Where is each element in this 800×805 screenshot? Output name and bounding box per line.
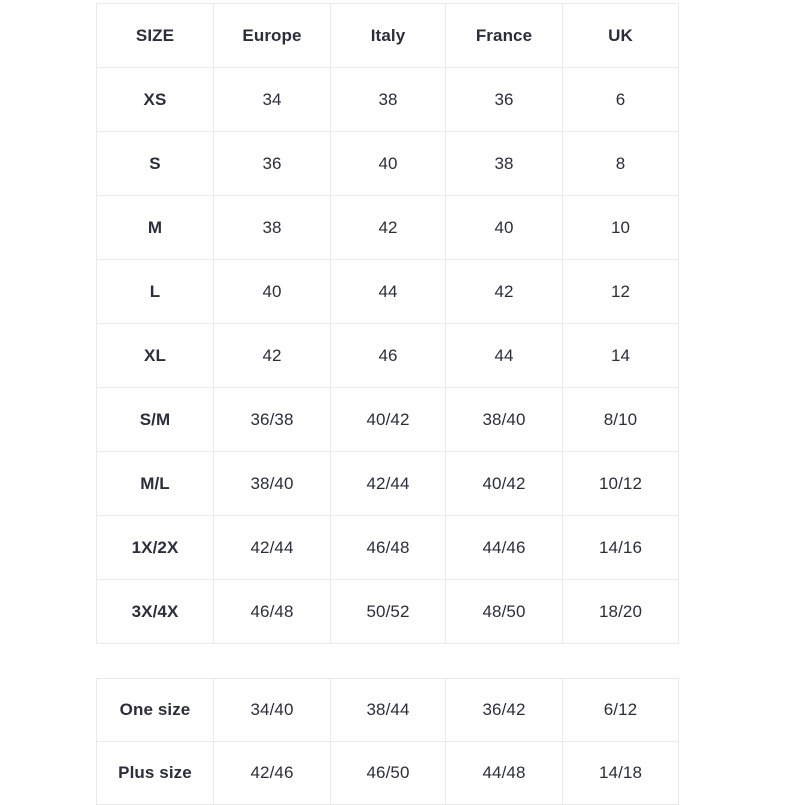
cell-italy: 46 [330,323,446,388]
column-header-size: SIZE [96,3,214,68]
cell-italy: 38 [330,67,446,132]
table-row: L 40 44 42 12 [96,259,679,324]
cell-uk: 10/12 [562,451,679,516]
cell-europe: 46/48 [213,579,331,644]
row-label: M [96,195,214,260]
row-label: XL [96,323,214,388]
cell-uk: 18/20 [562,579,679,644]
table-row: 1X/2X 42/44 46/48 44/46 14/16 [96,515,679,580]
table-row: M/L 38/40 42/44 40/42 10/12 [96,451,679,516]
row-label: XS [96,67,214,132]
row-label: L [96,259,214,324]
cell-italy: 44 [330,259,446,324]
cell-france: 44/46 [445,515,563,580]
cell-italy: 42/44 [330,451,446,516]
cell-france: 38 [445,131,563,196]
flexible-size-table: One size 34/40 38/44 36/42 6/12 Plus siz… [96,678,679,805]
row-label: S [96,131,214,196]
cell-france: 36 [445,67,563,132]
table-row: XS 34 38 36 6 [96,67,679,132]
standard-size-table: SIZE Europe Italy France UK XS 34 38 36 … [96,3,679,644]
cell-france: 44 [445,323,563,388]
table-row: S 36 40 38 8 [96,131,679,196]
table-header-row: SIZE Europe Italy France UK [96,3,679,68]
cell-france: 40/42 [445,451,563,516]
cell-france: 40 [445,195,563,260]
cell-uk: 12 [562,259,679,324]
cell-italy: 50/52 [330,579,446,644]
table-row: 3X/4X 46/48 50/52 48/50 18/20 [96,579,679,644]
cell-europe: 38 [213,195,331,260]
cell-france: 44/48 [445,741,563,805]
cell-uk: 10 [562,195,679,260]
size-chart-container: SIZE Europe Italy France UK XS 34 38 36 … [96,3,679,805]
cell-europe: 38/40 [213,451,331,516]
row-label: Plus size [96,741,214,805]
cell-france: 38/40 [445,387,563,452]
cell-uk: 14 [562,323,679,388]
cell-europe: 36/38 [213,387,331,452]
cell-uk: 14/16 [562,515,679,580]
flexible-size-table-body: One size 34/40 38/44 36/42 6/12 Plus siz… [96,678,679,805]
cell-uk: 8 [562,131,679,196]
table-separator [96,644,678,678]
cell-europe: 42/46 [213,741,331,805]
cell-italy: 46/50 [330,741,446,805]
cell-france: 48/50 [445,579,563,644]
size-table-header: SIZE Europe Italy France UK [96,3,679,68]
column-header-europe: Europe [213,3,331,68]
row-label: S/M [96,387,214,452]
cell-uk: 14/18 [562,741,679,805]
cell-italy: 40 [330,131,446,196]
table-row: S/M 36/38 40/42 38/40 8/10 [96,387,679,452]
row-label: 1X/2X [96,515,214,580]
cell-uk: 6 [562,67,679,132]
cell-europe: 34 [213,67,331,132]
row-label: 3X/4X [96,579,214,644]
size-table-body: XS 34 38 36 6 S 36 40 38 8 M 38 42 40 10 [96,67,679,644]
cell-italy: 38/44 [330,678,446,742]
column-header-italy: Italy [330,3,446,68]
cell-uk: 6/12 [562,678,679,742]
row-label: M/L [96,451,214,516]
cell-italy: 42 [330,195,446,260]
row-label: One size [96,678,214,742]
cell-uk: 8/10 [562,387,679,452]
cell-europe: 42 [213,323,331,388]
column-header-uk: UK [562,3,679,68]
cell-europe: 34/40 [213,678,331,742]
cell-france: 42 [445,259,563,324]
cell-europe: 42/44 [213,515,331,580]
table-row: M 38 42 40 10 [96,195,679,260]
table-row: XL 42 46 44 14 [96,323,679,388]
table-row: One size 34/40 38/44 36/42 6/12 [96,678,679,742]
table-row: Plus size 42/46 46/50 44/48 14/18 [96,741,679,805]
cell-france: 36/42 [445,678,563,742]
cell-europe: 36 [213,131,331,196]
cell-europe: 40 [213,259,331,324]
column-header-france: France [445,3,563,68]
cell-italy: 40/42 [330,387,446,452]
cell-italy: 46/48 [330,515,446,580]
